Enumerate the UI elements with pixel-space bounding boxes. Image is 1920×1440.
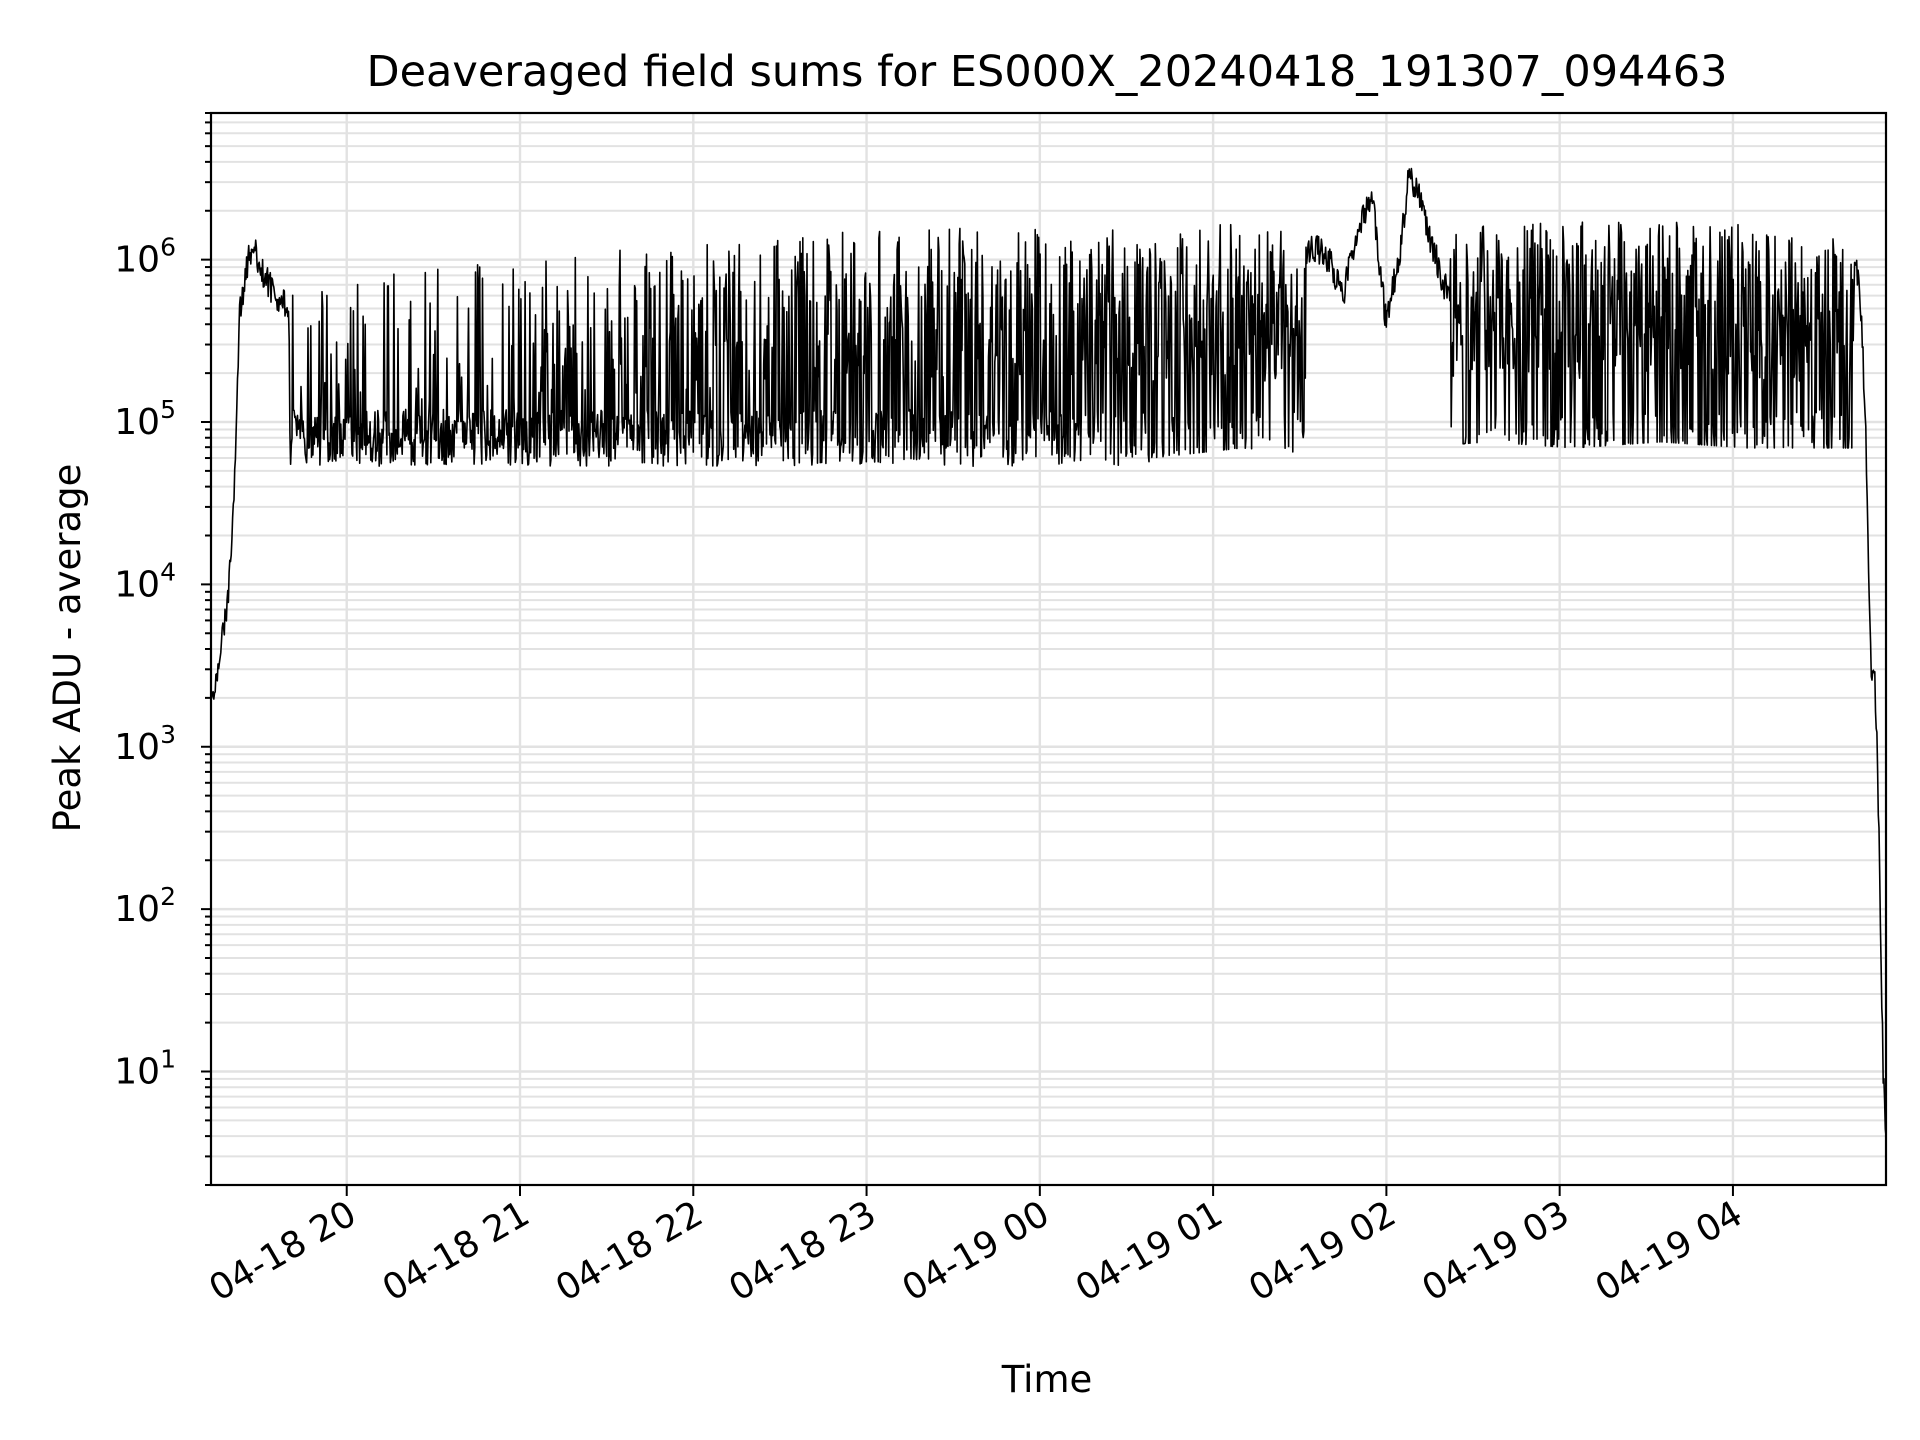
y-tick-label: 102: [114, 882, 176, 930]
x-axis-label: Time: [1001, 1358, 1093, 1401]
chart-title: Deaveraged field sums for ES000X_2024041…: [366, 47, 1727, 97]
y-tick-label: 105: [114, 395, 176, 443]
axes: [201, 111, 1888, 1196]
y-axis-label: Peak ADU - average: [46, 464, 89, 833]
y-tick-label: 106: [114, 233, 176, 281]
y-tick-labels: 101 102 103 104 105 106: [114, 233, 176, 1093]
plot-area: [211, 167, 1886, 1136]
series-line: [211, 167, 1886, 1136]
y-tick-label: 101: [114, 1045, 176, 1093]
y-tick-label: 103: [114, 720, 176, 768]
y-tick-label: 104: [114, 557, 176, 605]
